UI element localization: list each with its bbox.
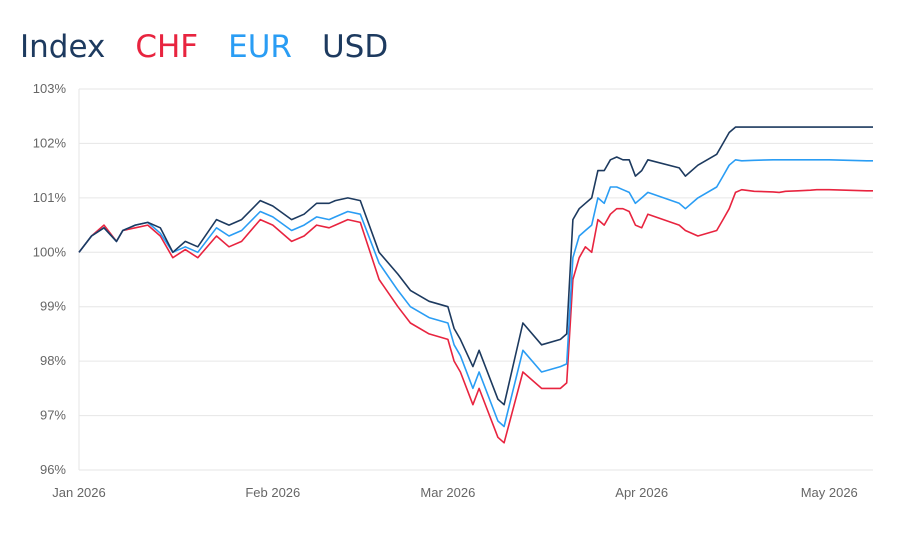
y-tick-label: 99% bbox=[40, 299, 66, 314]
series-line-usd[interactable] bbox=[78, 126, 873, 406]
y-tick-label: 100% bbox=[33, 244, 67, 259]
series-lines bbox=[78, 126, 873, 444]
legend: Index CHF EUR USD bbox=[20, 22, 388, 72]
x-tick-label: May 2026 bbox=[801, 485, 858, 500]
x-tick-label: Apr 2026 bbox=[615, 485, 668, 500]
y-tick-label: 102% bbox=[33, 135, 67, 150]
x-tick-label: Mar 2026 bbox=[420, 485, 475, 500]
x-tick-label: Feb 2026 bbox=[245, 485, 300, 500]
legend-item-usd[interactable]: USD bbox=[321, 29, 389, 65]
y-tick-label: 103% bbox=[33, 81, 67, 96]
y-axis-ticks: 96% 97% 98% 99% 100% 101% 102% 103% bbox=[33, 81, 67, 477]
gridlines bbox=[78, 88, 873, 471]
y-tick-label: 101% bbox=[33, 190, 67, 205]
y-tick-label: 98% bbox=[40, 353, 66, 368]
legend-item-chf[interactable]: CHF bbox=[135, 29, 199, 65]
x-tick-label: Jan 2026 bbox=[52, 485, 106, 500]
legend-item-eur[interactable]: EUR bbox=[228, 29, 292, 65]
legend-title: Index bbox=[20, 29, 106, 65]
x-axis-ticks: Jan 2026 Feb 2026 Mar 2026 Apr 2026 May 2026 bbox=[52, 485, 858, 500]
y-tick-label: 96% bbox=[40, 462, 66, 477]
series-line-eur[interactable] bbox=[78, 159, 873, 428]
series-line-chf[interactable] bbox=[78, 188, 873, 444]
y-tick-label: 97% bbox=[40, 408, 66, 423]
